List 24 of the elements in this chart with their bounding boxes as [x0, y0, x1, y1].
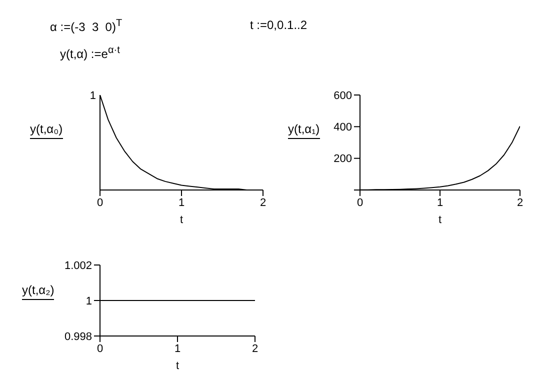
- y-tick-label: 1: [86, 295, 92, 308]
- y-axis-title: y(t,α₁): [288, 122, 320, 139]
- x-tick-label: 0: [356, 196, 364, 209]
- x-axis-title: t: [438, 214, 442, 226]
- x-tick-label: 2: [260, 196, 266, 209]
- y-tick-label: 200: [334, 153, 352, 166]
- y-tick-label: 600: [334, 90, 352, 102]
- x-tick-label: 2: [516, 196, 524, 209]
- text: t :=0,0.1..2: [250, 18, 308, 32]
- x-tick-label: 0: [96, 342, 104, 355]
- x-tick-label: 0: [96, 196, 104, 209]
- y-tick-label: 400: [334, 122, 352, 134]
- x-tick-label: 2: [252, 342, 258, 355]
- x-tick-label: 1: [436, 196, 444, 209]
- x-tick-label: 1: [178, 196, 185, 209]
- x-axis-title: t: [180, 214, 184, 226]
- y-tick-label: 1.002: [64, 260, 92, 272]
- y-axis-title: y(t,α₀): [30, 122, 63, 139]
- text: y(t,α) :=e$^{α·t}$: [60, 45, 120, 61]
- text: α :=(-3 3 0)$^{T}$: [50, 18, 122, 34]
- x-axis-title: t: [176, 360, 180, 371]
- y-axis-title: y(t,α₂): [22, 283, 54, 300]
- y-tick-label: 0.998: [64, 330, 92, 343]
- x-tick-label: 1: [174, 342, 181, 355]
